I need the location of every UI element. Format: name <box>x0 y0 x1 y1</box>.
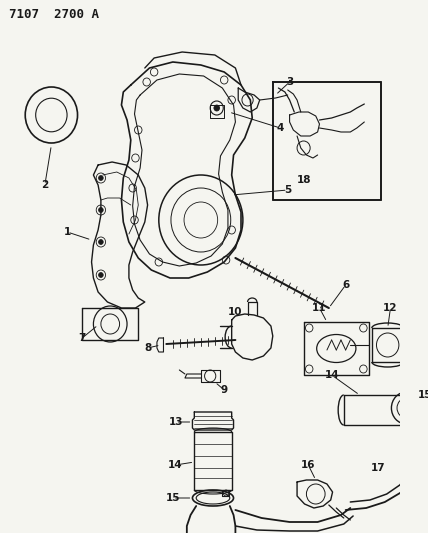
Circle shape <box>98 239 103 245</box>
Text: 8: 8 <box>144 343 151 353</box>
Text: 7: 7 <box>78 333 86 343</box>
Circle shape <box>214 105 220 111</box>
Text: 15: 15 <box>418 390 428 400</box>
Text: 6: 6 <box>342 280 349 290</box>
Text: 10: 10 <box>228 307 243 317</box>
Text: 2: 2 <box>41 180 48 190</box>
Circle shape <box>98 272 103 278</box>
Text: 14: 14 <box>168 460 183 470</box>
Text: 13: 13 <box>168 417 183 427</box>
Text: 17: 17 <box>371 463 386 473</box>
Text: 18: 18 <box>296 175 311 185</box>
Bar <box>273 82 381 200</box>
Text: 12: 12 <box>383 303 398 313</box>
Text: 1: 1 <box>64 227 71 237</box>
Text: 9: 9 <box>221 385 228 395</box>
Text: 5: 5 <box>284 185 291 195</box>
Text: 11: 11 <box>312 303 327 313</box>
Circle shape <box>98 207 103 213</box>
Text: 15: 15 <box>166 493 180 503</box>
Text: 4: 4 <box>276 123 284 133</box>
Circle shape <box>98 175 103 181</box>
Text: 7107  2700 A: 7107 2700 A <box>9 8 99 21</box>
Text: 3: 3 <box>286 77 293 87</box>
Text: 14: 14 <box>324 370 339 380</box>
Text: 16: 16 <box>301 460 315 470</box>
